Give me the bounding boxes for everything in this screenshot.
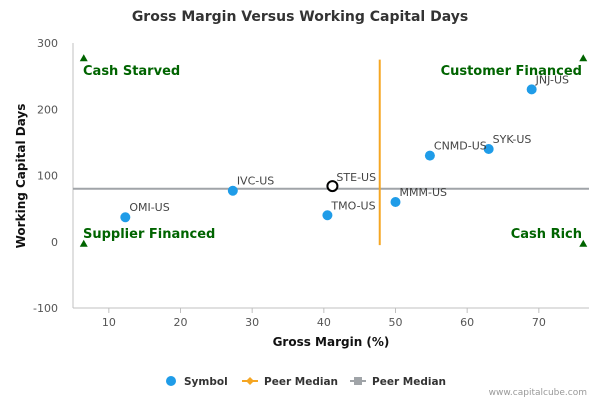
- y-axis-title: Working Capital Days: [14, 104, 28, 249]
- y-tick-label: 300: [37, 37, 58, 50]
- legend-label: Peer Median: [372, 376, 446, 388]
- data-point-label: MMM-US: [400, 186, 447, 199]
- quadrant-label-top-right: Customer Financed: [441, 64, 582, 79]
- data-point: [483, 144, 494, 154]
- quadrant-marker-triangle: [579, 54, 588, 62]
- data-point-label: IVC-US: [237, 175, 274, 188]
- x-tick-label: 70: [532, 316, 546, 329]
- legend: Symbol Peer Median Peer Median: [166, 376, 446, 388]
- legend-peer-median-y-marker: [354, 377, 362, 385]
- data-point-label: CNMD-US: [434, 140, 487, 153]
- legend-label: Symbol: [184, 376, 228, 388]
- y-tick-label: 200: [37, 103, 58, 116]
- x-tick-label: 40: [317, 316, 331, 329]
- legend-symbol-marker: [166, 376, 176, 386]
- highlighted-data-point-label: STE-US: [336, 171, 376, 184]
- quadrant-marker-triangle: [579, 239, 588, 247]
- legend-label: Peer Median: [264, 376, 338, 388]
- quadrant-marker-triangle: [79, 54, 88, 62]
- data-point: [390, 197, 401, 207]
- data-point: [526, 84, 537, 95]
- quadrant-label-bottom-left: Supplier Financed: [83, 227, 215, 242]
- legend-peer-median-x-marker: [246, 377, 254, 385]
- x-tick-label: 10: [102, 316, 116, 329]
- x-tick-label: 30: [245, 316, 259, 329]
- data-point: [322, 210, 333, 221]
- data-point-label: TMO-US: [330, 199, 375, 212]
- data-point-label: OMI-US: [129, 201, 169, 214]
- quadrant-label-bottom-right: Cash Rich: [511, 227, 582, 242]
- data-point: [227, 185, 238, 196]
- chart-title: Gross Margin Versus Working Capital Days: [132, 9, 468, 25]
- data-point-label: SYK-US: [493, 133, 532, 146]
- x-axis-title: Gross Margin (%): [273, 335, 390, 349]
- data-point: [424, 150, 435, 161]
- quadrant-label-top-left: Cash Starved: [83, 64, 180, 79]
- y-tick-label: 0: [51, 236, 58, 249]
- quadrant-marker-triangle: [79, 239, 88, 247]
- data-point-label: JNJ-US: [535, 73, 569, 86]
- credit-text: www.capitalcube.com: [489, 388, 587, 398]
- x-tick-label: 20: [174, 316, 188, 329]
- plot-area: 10 20 30 40 50 60 70 -100 0 100 200 300 Cash Starved…: [33, 37, 589, 329]
- highlighted-data-point: [326, 180, 339, 193]
- y-tick-label: 100: [37, 170, 58, 183]
- y-tick-label: -100: [33, 302, 58, 315]
- data-point: [120, 212, 131, 223]
- x-tick-label: 60: [460, 316, 474, 329]
- x-tick-label: 50: [389, 316, 403, 329]
